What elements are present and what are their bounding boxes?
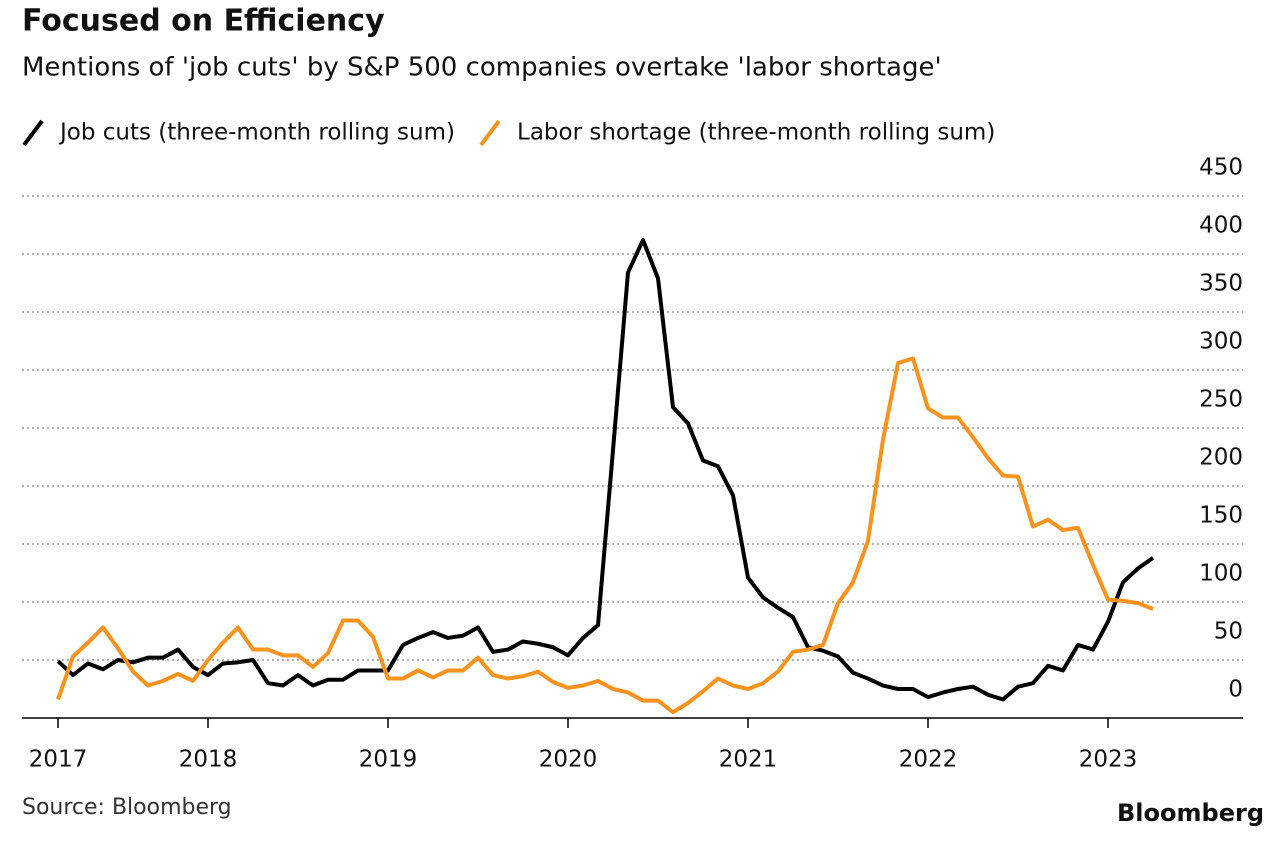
series-line: [56, 356, 1154, 715]
x-tick-label: 2018: [179, 747, 238, 773]
legend-label: Job cuts (three-month rolling sum): [58, 120, 455, 146]
series-line: [56, 238, 1155, 702]
source-note: Source: Bloomberg: [22, 795, 232, 820]
y-tick-label: 450: [1199, 155, 1243, 181]
x-tick-label: 2023: [1079, 747, 1138, 773]
y-tick-label: 0: [1228, 677, 1243, 703]
y-tick-label: 100: [1199, 561, 1243, 587]
brand-credit: Bloomberg: [1117, 799, 1264, 827]
y-tick-label: 300: [1199, 329, 1243, 355]
x-tick-label: 2021: [719, 747, 778, 773]
legend-swatch: [479, 119, 501, 147]
chart-title: Focused on Efficiency: [22, 4, 385, 39]
x-tick-label: 2017: [29, 747, 88, 773]
x-tick-label: 2019: [359, 747, 418, 773]
y-tick-label: 50: [1214, 619, 1243, 645]
chart-subtitle: Mentions of 'job cuts' by S&P 500 compan…: [22, 53, 942, 83]
x-tick-label: 2020: [539, 747, 598, 773]
y-tick-label: 150: [1199, 503, 1243, 529]
y-tick-label: 350: [1199, 271, 1243, 297]
x-tick-label: 2022: [899, 747, 958, 773]
y-tick-label: 400: [1199, 213, 1243, 239]
y-tick-label: 200: [1199, 445, 1243, 471]
legend-label: Labor shortage (three-month rolling sum): [517, 120, 995, 146]
legend-swatch: [22, 119, 44, 147]
y-tick-label: 250: [1199, 387, 1243, 413]
